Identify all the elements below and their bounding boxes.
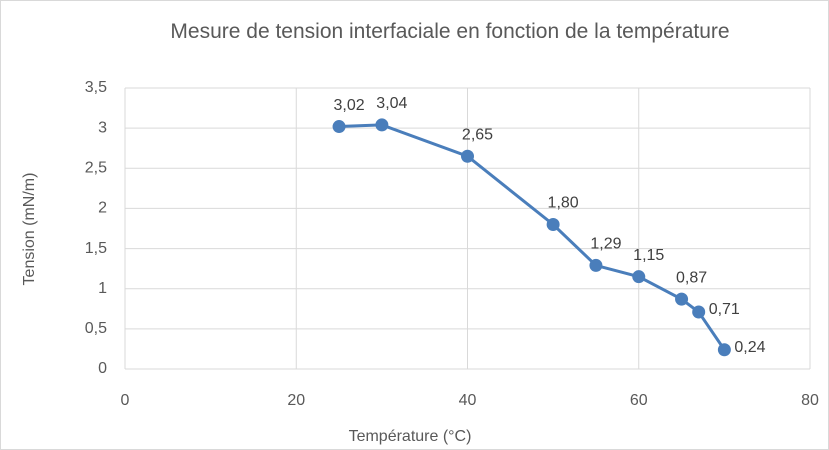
- data-point: [675, 292, 689, 306]
- data-label: 2,65: [462, 126, 493, 143]
- y-axis-label: Tension (mN/m): [21, 173, 38, 286]
- data-point: [632, 270, 646, 284]
- data-label: 1,80: [548, 195, 579, 212]
- data-line: [339, 123, 726, 351]
- data-point: [692, 305, 706, 319]
- data-point: [717, 343, 731, 357]
- data-label: 3,04: [376, 95, 407, 112]
- data-label: 1,15: [633, 247, 664, 264]
- data-point: [375, 118, 389, 132]
- x-tick-label: 0: [121, 392, 130, 409]
- data-label: 0,87: [676, 269, 707, 286]
- y-tick-label: 2,5: [85, 160, 107, 177]
- x-tick-label: 80: [801, 392, 819, 409]
- data-label: 1,29: [590, 236, 621, 253]
- y-tick-label: 3: [98, 119, 107, 136]
- data-point: [461, 149, 474, 163]
- y-tick-label: 2: [98, 200, 107, 217]
- data-label: 0,24: [734, 339, 765, 356]
- data-label: 0,71: [709, 301, 740, 318]
- data-label: 3,02: [333, 97, 364, 114]
- data-point: [589, 258, 603, 272]
- data-point: [332, 120, 346, 134]
- chart-title: Mesure de tension interfaciale en foncti…: [170, 20, 730, 43]
- data-point: [546, 217, 560, 231]
- x-tick-label: 20: [287, 392, 305, 409]
- x-tick-label: 60: [630, 392, 648, 409]
- y-tick-label: 3,5: [85, 79, 107, 96]
- x-axis-label: Température (°C): [349, 428, 472, 445]
- y-tick-label: 0,5: [85, 320, 107, 337]
- y-tick-label: 1,5: [85, 240, 107, 257]
- y-tick-label: 1: [98, 280, 107, 297]
- x-tick-label: 40: [459, 392, 477, 409]
- y-tick-label: 0: [98, 360, 107, 377]
